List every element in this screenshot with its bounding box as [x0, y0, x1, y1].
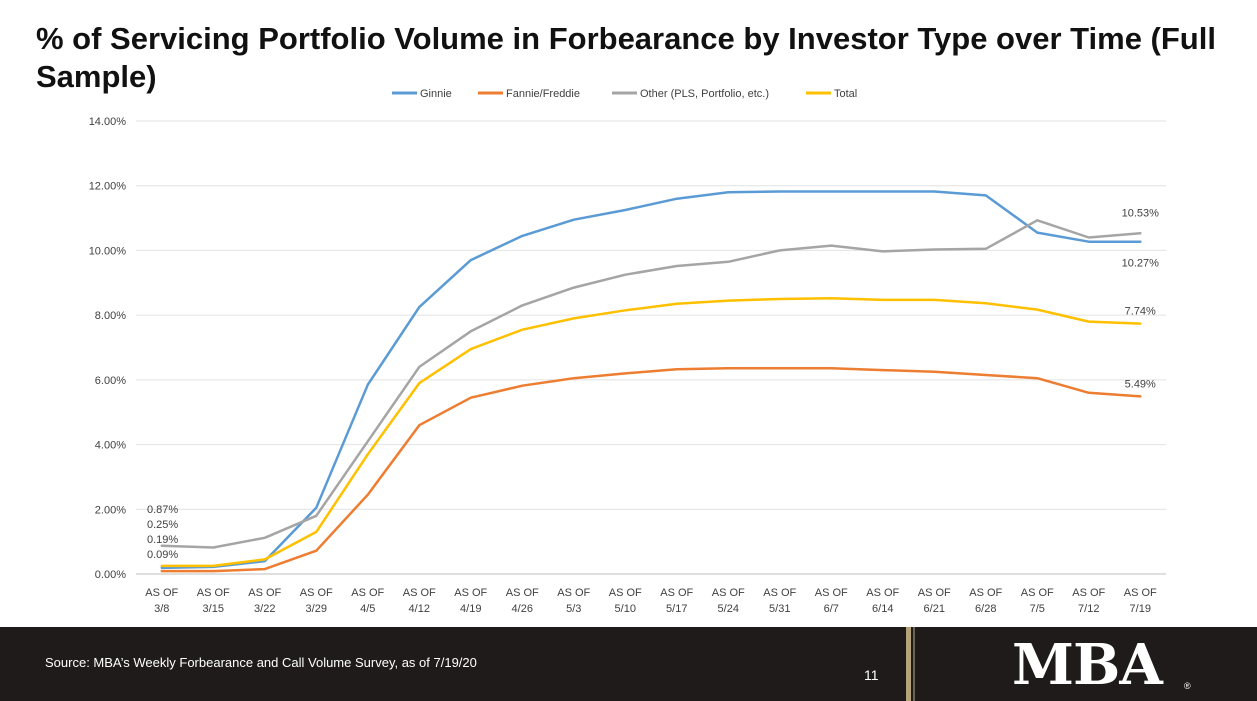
- y-tick-label: 8.00%: [95, 310, 126, 322]
- series-line-fannie: [160, 366, 1142, 573]
- end-data-label: 10.27%: [1122, 258, 1160, 270]
- x-tick-label: AS OF 6/7: [815, 587, 848, 615]
- page-number: 11: [864, 667, 879, 683]
- footer-divider: [906, 627, 911, 701]
- y-tick-label: 0.00%: [95, 569, 126, 581]
- y-tick-label: 10.00%: [89, 245, 127, 257]
- legend-label: Other (PLS, Portfolio, etc.): [640, 88, 769, 100]
- start-data-label: 0.09%: [147, 549, 178, 561]
- x-tick-label: AS OF 5/3: [557, 587, 590, 615]
- end-data-label: 7.74%: [1125, 306, 1156, 318]
- x-tick-label: AS OF 3/8: [145, 587, 178, 615]
- series-line-ginnie: [160, 190, 1142, 570]
- x-tick-label: AS OF 7/5: [1021, 587, 1054, 615]
- page-title: % of Servicing Portfolio Volume in Forbe…: [36, 21, 1216, 94]
- source-note: Source: MBA’s Weekly Forbearance and Cal…: [45, 655, 477, 670]
- x-tick-label: AS OF 5/24: [712, 587, 745, 615]
- forbearance-line-chart: 0.00% 2.00% 4.00% 6.00% 8.00% 10.00% 12.00% 14.…: [89, 88, 1166, 615]
- x-tick-label: AS OF 5/10: [609, 587, 642, 615]
- x-tick-label: AS OF 6/14: [866, 587, 899, 615]
- x-tick-label: AS OF 4/26: [506, 587, 539, 615]
- x-tick-label: AS OF 6/21: [918, 587, 951, 615]
- legend-label: Ginnie: [420, 88, 452, 100]
- x-tick-label: AS OF 5/31: [763, 587, 796, 615]
- registered-mark: ®: [1184, 681, 1191, 691]
- series-line-other: [160, 219, 1142, 549]
- start-data-label: 0.25%: [147, 519, 178, 531]
- x-tick-label: AS OF 3/29: [300, 587, 333, 615]
- x-tick-label: AS OF 7/12: [1072, 587, 1105, 615]
- x-tick-label: AS OF 4/19: [454, 587, 487, 615]
- legend-label: Fannie/Freddie: [506, 88, 580, 100]
- x-tick-label: AS OF 4/5: [351, 587, 384, 615]
- mba-logo: MBA: [1012, 632, 1163, 698]
- footer-bar: Source: MBA’s Weekly Forbearance and Cal…: [0, 627, 1257, 701]
- y-tick-label: 2.00%: [95, 504, 126, 516]
- legend-label: Total: [834, 88, 857, 100]
- x-tick-label: AS OF 4/12: [403, 587, 436, 615]
- series-line-total: [160, 297, 1142, 568]
- y-tick-label: 6.00%: [95, 375, 126, 387]
- y-tick-label: 12.00%: [89, 181, 127, 193]
- x-tick-label: AS OF 6/28: [969, 587, 1002, 615]
- end-data-label: 10.53%: [1122, 207, 1160, 219]
- x-tick-label: AS OF 3/15: [197, 587, 230, 615]
- start-data-label: 0.19%: [147, 534, 178, 546]
- x-tick-label: AS OF 5/17: [660, 587, 693, 615]
- y-tick-label: 14.00%: [89, 116, 127, 128]
- footer-divider-accent: [913, 627, 915, 701]
- start-data-label: 0.87%: [147, 504, 178, 516]
- x-tick-label: AS OF 3/22: [248, 587, 281, 615]
- x-tick-label: AS OF 7/19: [1124, 587, 1157, 615]
- y-tick-label: 4.00%: [95, 440, 126, 452]
- end-data-label: 5.49%: [1125, 378, 1156, 390]
